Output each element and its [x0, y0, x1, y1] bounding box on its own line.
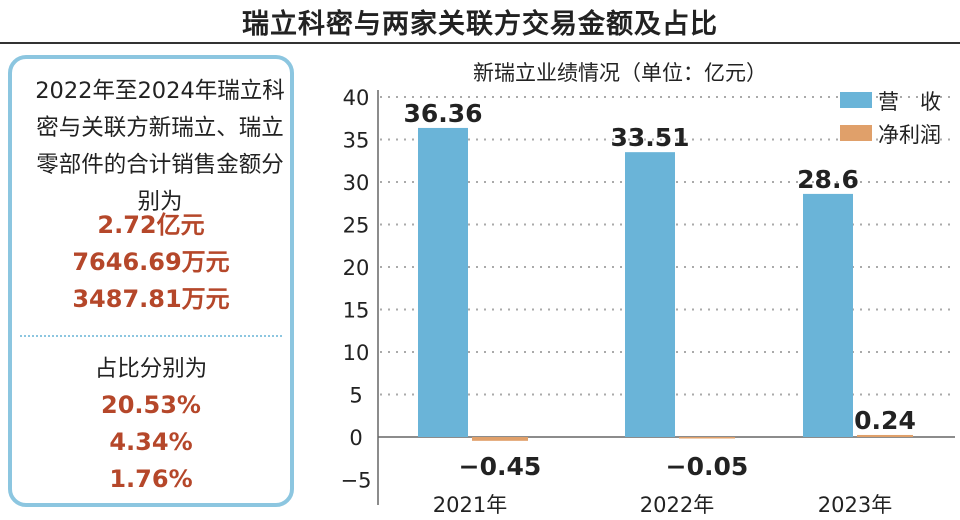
data-label: 33.51: [610, 123, 689, 152]
y-tick-label: −5: [341, 469, 372, 493]
legend-label: 营 收: [878, 90, 941, 114]
y-tick-label: 0: [349, 426, 362, 450]
x-tick-label: 2021年: [433, 493, 507, 517]
x-tick-label: 2022年: [640, 493, 714, 517]
profit-bar: [857, 434, 913, 437]
y-tick-label: 40: [343, 86, 370, 110]
x-tick-label: 2023年: [818, 493, 892, 517]
amount-2024: 3487.81万元: [72, 285, 230, 313]
data-label: 28.6: [797, 165, 859, 194]
data-label: 36.36: [403, 99, 482, 128]
revenue-bar: [418, 127, 468, 437]
page-title: 瑞立科密与两家关联方交易金额及占比: [242, 9, 718, 40]
y-tick-label: 20: [343, 256, 370, 280]
legend-label: 净利润: [878, 123, 941, 147]
data-label: −0.05: [666, 452, 749, 481]
y-tick-label: 10: [343, 341, 370, 365]
data-label: −0.45: [459, 452, 542, 481]
amount-2022: 2.72亿元: [97, 211, 205, 239]
legend-swatch: [840, 125, 872, 141]
panel-divider: [20, 335, 282, 337]
share-label: 占比分别为: [94, 356, 208, 382]
y-tick-label: 5: [349, 384, 362, 408]
share-2024: 1.76%: [109, 465, 193, 493]
title-divider: [0, 42, 960, 44]
chart-title: 新瑞立业绩情况（单位：亿元）: [473, 61, 767, 85]
share-2022: 20.53%: [101, 391, 201, 419]
amount-2023: 7646.69万元: [72, 248, 230, 276]
panel-description: 2022年至2024年瑞立科密与关联方新瑞立、瑞立零部件的合计销售金额分别为: [35, 78, 285, 215]
revenue-bar: [625, 152, 675, 438]
y-tick-label: 30: [343, 171, 370, 195]
y-tick-label: 25: [343, 214, 370, 238]
legend-swatch: [840, 92, 872, 108]
profit-bar: [472, 437, 528, 441]
data-label: 0.24: [854, 406, 916, 435]
share-2023: 4.34%: [109, 428, 193, 456]
y-tick-label: 35: [343, 129, 370, 153]
profit-bar: [679, 437, 735, 439]
revenue-bar: [803, 193, 853, 437]
info-panel: 2022年至2024年瑞立科密与关联方新瑞立、瑞立零部件的合计销售金额分别为 2…: [8, 55, 294, 507]
y-tick-label: 15: [343, 299, 370, 323]
